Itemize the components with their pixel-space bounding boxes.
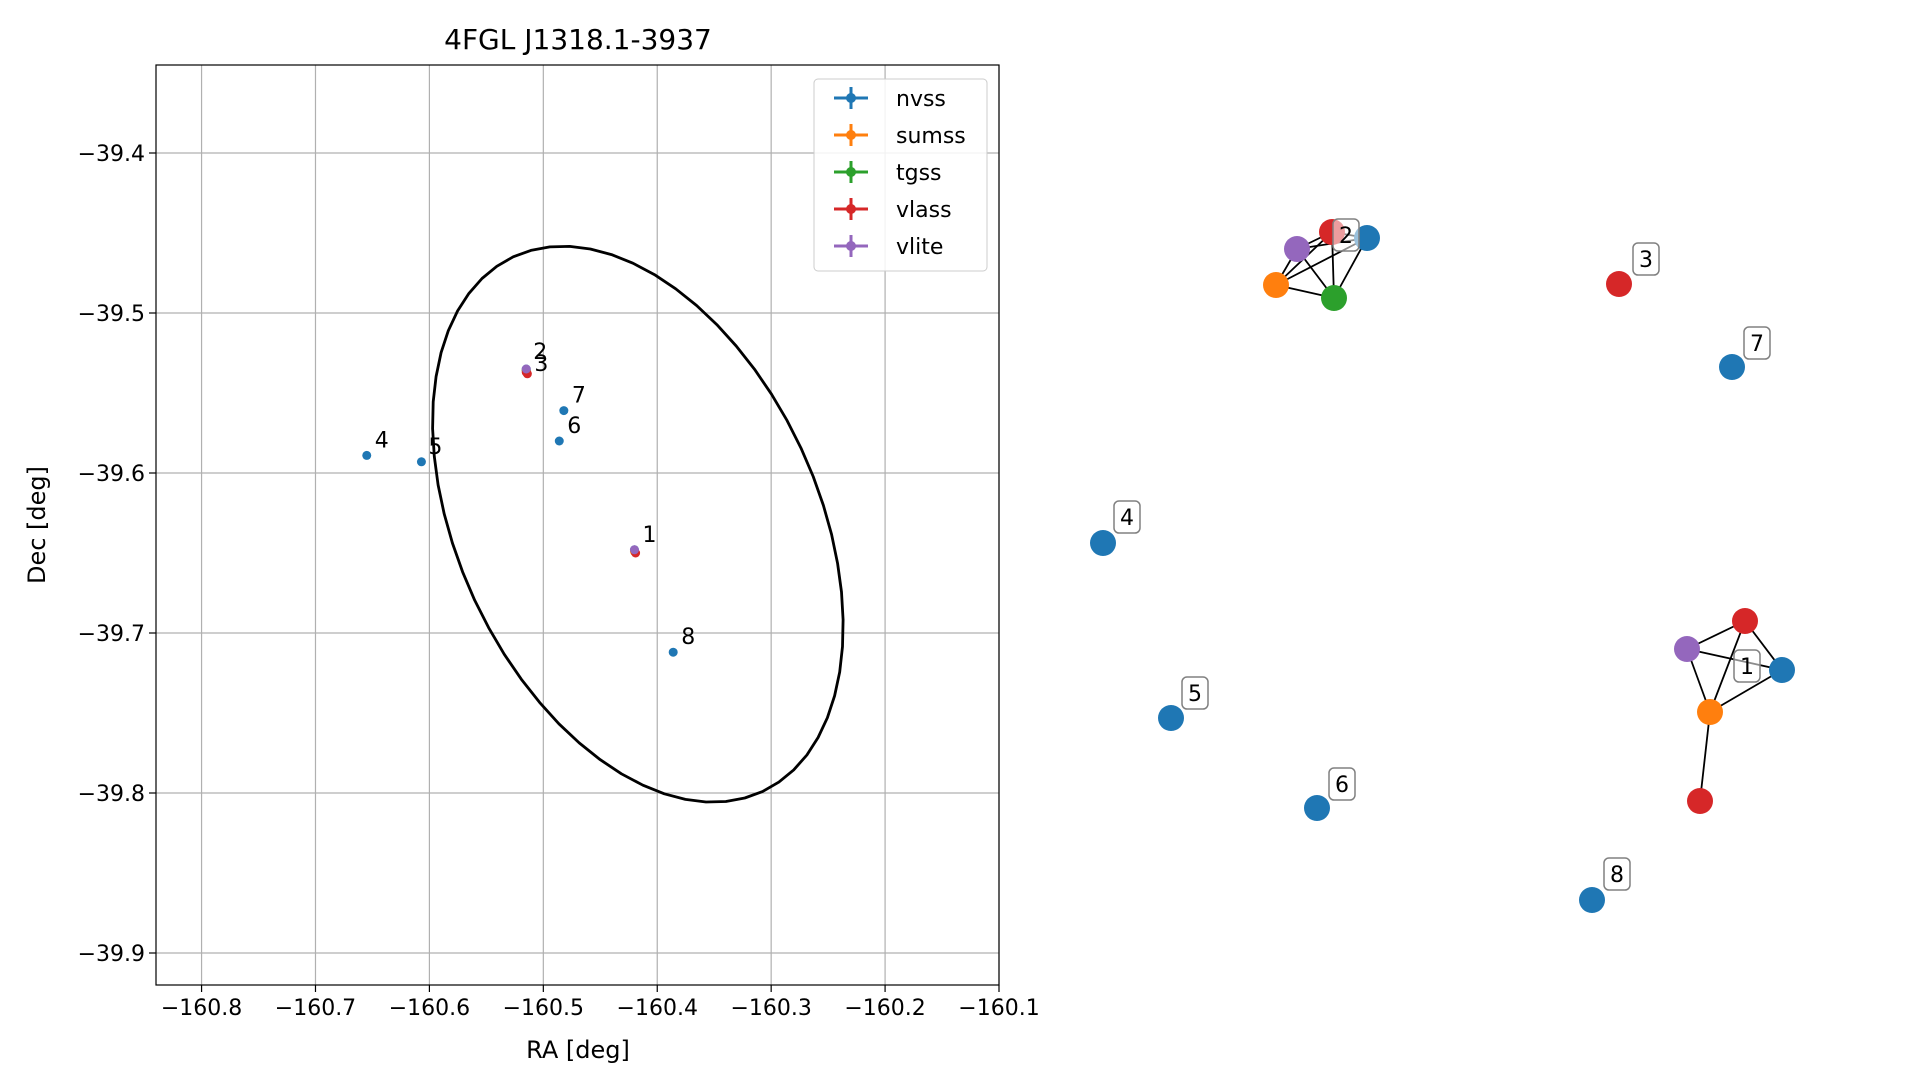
network-node — [1719, 354, 1745, 380]
y-tick-label: −39.4 — [78, 142, 145, 167]
point-nvss — [668, 647, 678, 657]
point-label: 4 — [375, 428, 389, 453]
point-label: 2 — [533, 340, 547, 365]
chart-title: 4FGL J1318.1-3937 — [444, 23, 712, 56]
point-nvss — [554, 436, 564, 446]
grid — [156, 65, 1000, 985]
x-tick-label: −160.2 — [844, 996, 925, 1021]
network-node — [1090, 530, 1116, 556]
network-node — [1579, 887, 1605, 913]
network-label: 7 — [1750, 332, 1764, 357]
legend-dot-vlass — [846, 204, 856, 214]
legend: nvss sumss tgss vlass vlite — [813, 78, 988, 272]
network-edge — [1709, 669, 1783, 713]
network-label: 4 — [1120, 506, 1134, 531]
network-edge — [1699, 711, 1711, 802]
legend-dot-nvss — [846, 93, 856, 103]
point-label: 6 — [567, 414, 581, 439]
network-label-box — [1632, 242, 1660, 276]
point-vlite — [521, 364, 531, 374]
legend-label-tgss: tgss — [896, 161, 942, 186]
network-label: 3 — [1639, 248, 1653, 273]
network-label: 8 — [1610, 863, 1624, 888]
localization-ellipse — [431, 244, 845, 804]
network-node — [1697, 699, 1723, 725]
y-axis-ticks: −39.4 −39.5 −39.6 −39.7 −39.8 −39.9 — [78, 142, 156, 967]
legend-dot-sumss — [846, 130, 856, 140]
x-tick-label: −160.7 — [275, 996, 356, 1021]
point-nvss — [416, 457, 426, 467]
network-label: 6 — [1335, 773, 1349, 798]
legend-label-nvss: nvss — [896, 87, 946, 112]
network-node — [1284, 236, 1310, 262]
network-label: 5 — [1188, 682, 1202, 707]
y-tick-label: −39.5 — [78, 302, 145, 327]
network-node — [1321, 285, 1347, 311]
ellipse-layer — [431, 244, 845, 804]
y-tick-label: −39.8 — [78, 782, 145, 807]
legend-label-vlite: vlite — [896, 235, 943, 260]
legend-label-sumss: sumss — [896, 124, 966, 149]
point-label: 7 — [572, 384, 586, 409]
network-panel: 1 2 3 7 4 5 6 8 — [1090, 218, 1795, 913]
y-tick-label: −39.9 — [78, 942, 145, 967]
x-tick-label: −160.3 — [730, 996, 811, 1021]
network-label-box — [1603, 857, 1631, 891]
y-axis-label: Dec [deg] — [23, 466, 51, 584]
network-node — [1158, 705, 1184, 731]
legend-dot-tgss — [846, 167, 856, 177]
network-nodes — [1090, 219, 1795, 913]
network-label-box — [1743, 326, 1771, 360]
y-tick-label: −39.6 — [78, 462, 145, 487]
x-tick-label: −160.1 — [958, 996, 1039, 1021]
point-nvss — [362, 450, 372, 460]
network-label-box — [1113, 500, 1141, 534]
network-node — [1674, 636, 1700, 662]
y-tick-label: −39.7 — [78, 622, 145, 647]
network-edge — [1709, 620, 1746, 713]
network-label: 2 — [1339, 224, 1353, 249]
x-axis-ticks: −160.8 −160.7 −160.6 −160.5 −160.4 −160.3 −160… — [161, 985, 1040, 1021]
point-label: 1 — [642, 523, 656, 548]
network-node — [1304, 795, 1330, 821]
network-label-box — [1332, 218, 1360, 252]
legend-label-vlass: vlass — [896, 198, 952, 223]
x-tick-label: −160.4 — [617, 996, 698, 1021]
point-label: 8 — [681, 625, 695, 650]
network-label: 1 — [1740, 655, 1754, 680]
network-node — [1606, 271, 1632, 297]
network-label-box — [1181, 676, 1209, 710]
point-vlite — [629, 545, 639, 555]
network-node — [1687, 788, 1713, 814]
network-label-box — [1328, 767, 1356, 801]
network-labels: 1 2 3 7 4 5 6 8 — [1113, 218, 1771, 891]
network-node — [1769, 657, 1795, 683]
points-layer: 1 2 4 5 6 7 8 3 — [362, 340, 695, 657]
x-tick-label: −160.8 — [161, 996, 242, 1021]
x-tick-label: −160.6 — [389, 996, 470, 1021]
network-node — [1354, 225, 1380, 251]
point-label: 3 — [534, 352, 548, 377]
network-node — [1732, 608, 1758, 634]
network-label-box — [1733, 649, 1761, 683]
legend-box — [813, 78, 988, 272]
x-axis-label: RA [deg] — [526, 1036, 630, 1064]
point-label: 5 — [428, 435, 442, 460]
plot-frame — [155, 64, 1000, 986]
network-node — [1263, 272, 1289, 298]
x-tick-label: −160.5 — [503, 996, 584, 1021]
legend-dot-vlite — [846, 241, 856, 251]
point-nvss — [559, 406, 569, 416]
